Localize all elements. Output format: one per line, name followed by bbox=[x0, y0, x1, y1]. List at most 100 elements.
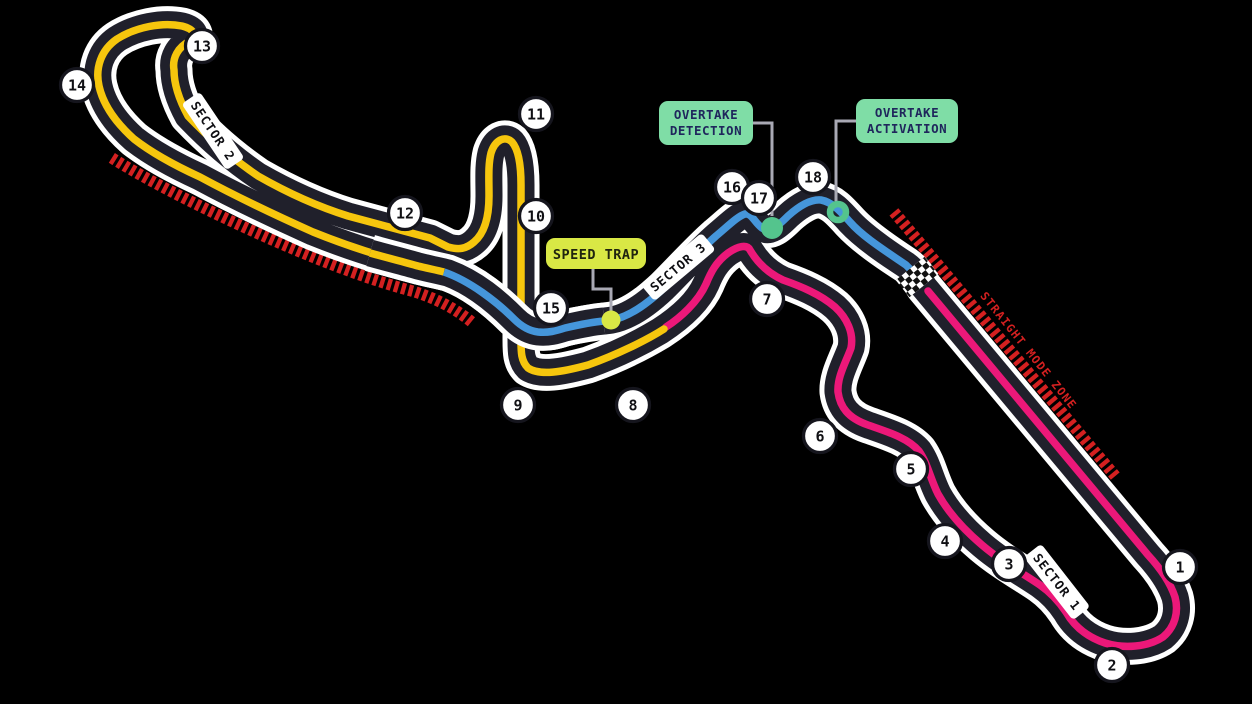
turn-marker-11: 11 bbox=[517, 95, 555, 133]
turn-marker-circle bbox=[517, 95, 555, 133]
zone-hatch-tick bbox=[1027, 372, 1039, 384]
turn-marker-1: 1 bbox=[1161, 548, 1199, 586]
zone-hatch-tick bbox=[173, 189, 183, 202]
turn-marker-14: 14 bbox=[58, 66, 96, 104]
zone-hatch-tick bbox=[287, 242, 297, 255]
zone-hatch-tick bbox=[446, 301, 457, 314]
zone-hatch-tick bbox=[267, 233, 277, 246]
overtake-activation-text-line2: ACTIVATION bbox=[867, 121, 947, 136]
bridge-line-sector2 bbox=[368, 249, 445, 276]
zone-hatch-tick bbox=[247, 224, 256, 237]
zone-hatch-tick bbox=[308, 250, 317, 264]
zone-hatch-tick bbox=[121, 160, 132, 173]
turn-number: 13 bbox=[193, 38, 211, 56]
zone-hatch-tick bbox=[956, 287, 968, 299]
zone-hatch-tick bbox=[1093, 452, 1106, 463]
turn-marker-circle bbox=[990, 545, 1028, 583]
zone-hatch-tick bbox=[440, 298, 450, 311]
zone-hatch-tick bbox=[336, 261, 345, 274]
zone-hatch-tick bbox=[294, 245, 304, 258]
zone-hatch-tick bbox=[1098, 457, 1111, 469]
zone-hatch-tick bbox=[1017, 361, 1030, 373]
turn-marker-2: 2 bbox=[1093, 646, 1131, 684]
turn-number: 2 bbox=[1107, 657, 1116, 675]
overtake-activation-leader-line bbox=[834, 119, 856, 203]
zone-hatch-tick bbox=[1079, 435, 1092, 446]
zone-hatch-tick bbox=[301, 248, 311, 261]
speed-trap-label: SPEED TRAP bbox=[546, 238, 646, 269]
zone-hatch-tick bbox=[213, 208, 223, 221]
zone-hatch-tick bbox=[322, 256, 331, 269]
racing-line-sector1 bbox=[662, 242, 1181, 651]
zone-hatch-tick bbox=[994, 332, 1006, 344]
zone-hatch-tick bbox=[960, 293, 973, 304]
zone-hatch-tick bbox=[1008, 350, 1020, 361]
zone-hatch-tick bbox=[970, 304, 982, 316]
zone-hatch-tick bbox=[946, 276, 959, 287]
zone-hatch-tick bbox=[918, 242, 930, 253]
turn-marker-15: 15 bbox=[532, 289, 570, 327]
zone-hatch-tick bbox=[1051, 401, 1063, 412]
zone-hatch-tick bbox=[260, 230, 270, 243]
turn-marker-circle bbox=[926, 522, 964, 560]
turn-number: 3 bbox=[1004, 556, 1013, 574]
zone-hatch-tick bbox=[913, 236, 925, 248]
zone-hatch-tick bbox=[427, 291, 436, 305]
zone-hatch-tick bbox=[253, 227, 263, 240]
overtake-activation-ring bbox=[826, 200, 850, 224]
turn-marker-8: 8 bbox=[614, 386, 652, 424]
zone-hatch-tick bbox=[941, 270, 954, 282]
zone-hatch-tick bbox=[1013, 355, 1025, 367]
overtake-detection-dot bbox=[761, 217, 783, 239]
zone-hatch-tick bbox=[392, 280, 401, 293]
zone-hatch-tick bbox=[1036, 384, 1049, 395]
zone-hatch-tick bbox=[115, 156, 125, 169]
zone-hatch-tick bbox=[357, 269, 366, 282]
zone-hatch-tick bbox=[979, 315, 992, 327]
speed-trap-pill bbox=[546, 238, 646, 269]
turn-number: 7 bbox=[762, 291, 771, 309]
zone-hatch-tick bbox=[350, 266, 359, 279]
overtake-detection-label: OVERTAKE DETECTION bbox=[659, 101, 753, 145]
zone-hatch-tick bbox=[433, 294, 443, 308]
turn-number: 11 bbox=[527, 106, 545, 124]
turn-marker-circle bbox=[740, 179, 778, 217]
turn-number: 1 bbox=[1175, 559, 1184, 577]
overtake-detection-pill bbox=[659, 101, 753, 145]
zone-hatch-tick bbox=[420, 289, 429, 302]
zone-hatch-tick bbox=[364, 271, 373, 284]
turn-marker-13: 13 bbox=[183, 27, 221, 65]
zone-hatch-tick bbox=[965, 298, 978, 310]
zone-hatch-tick bbox=[998, 338, 1011, 350]
turn-number: 6 bbox=[815, 428, 824, 446]
zone-hatch-tick bbox=[180, 192, 190, 205]
turn-marker-circle bbox=[892, 450, 930, 488]
zone-hatch-tick bbox=[200, 202, 210, 215]
zone-hatch-tick bbox=[274, 236, 283, 249]
zone-hatch-tick bbox=[329, 258, 338, 272]
zone-hatch-tick bbox=[160, 182, 170, 195]
zone-hatch-tick bbox=[889, 208, 902, 219]
zone-hatch-tick bbox=[147, 175, 157, 188]
zone-hatch-tick bbox=[1055, 406, 1068, 418]
zone-hatch-tick bbox=[407, 284, 415, 297]
zone-hatch-tick bbox=[281, 239, 290, 252]
zone-hatch-tick bbox=[240, 221, 250, 234]
sector-2-box bbox=[183, 93, 243, 169]
turn-marker-4: 4 bbox=[926, 522, 964, 560]
zone-hatch-tick bbox=[984, 321, 997, 333]
zone-hatch-tick bbox=[371, 273, 380, 287]
zone-hatch-tick bbox=[134, 168, 144, 181]
turn-marker-9: 9 bbox=[499, 386, 537, 424]
zone-hatch-tick bbox=[1108, 469, 1120, 480]
sector-1-box bbox=[1025, 545, 1089, 619]
zone-hatch-tick bbox=[167, 185, 177, 198]
zone-hatch-tick bbox=[1003, 344, 1016, 356]
overtake-detection-leader-line bbox=[753, 121, 774, 216]
zone-hatch-tick bbox=[922, 247, 935, 259]
turn-marker-circle bbox=[499, 386, 537, 424]
zone-hatch-tick bbox=[233, 218, 243, 231]
